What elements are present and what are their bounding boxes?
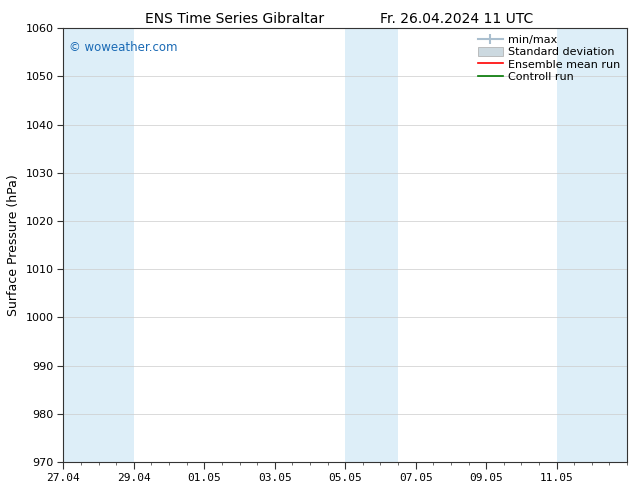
Bar (345, 28, 398, 462)
Bar (63, 28, 134, 462)
Text: © woweather.com: © woweather.com (69, 41, 178, 54)
Bar (557, 28, 627, 462)
Legend: min/max, Standard deviation, Ensemble mean run, Controll run: min/max, Standard deviation, Ensemble me… (475, 31, 624, 85)
Text: ENS Time Series Gibraltar: ENS Time Series Gibraltar (145, 12, 324, 26)
Y-axis label: Surface Pressure (hPa): Surface Pressure (hPa) (7, 174, 20, 316)
Text: Fr. 26.04.2024 11 UTC: Fr. 26.04.2024 11 UTC (380, 12, 533, 26)
